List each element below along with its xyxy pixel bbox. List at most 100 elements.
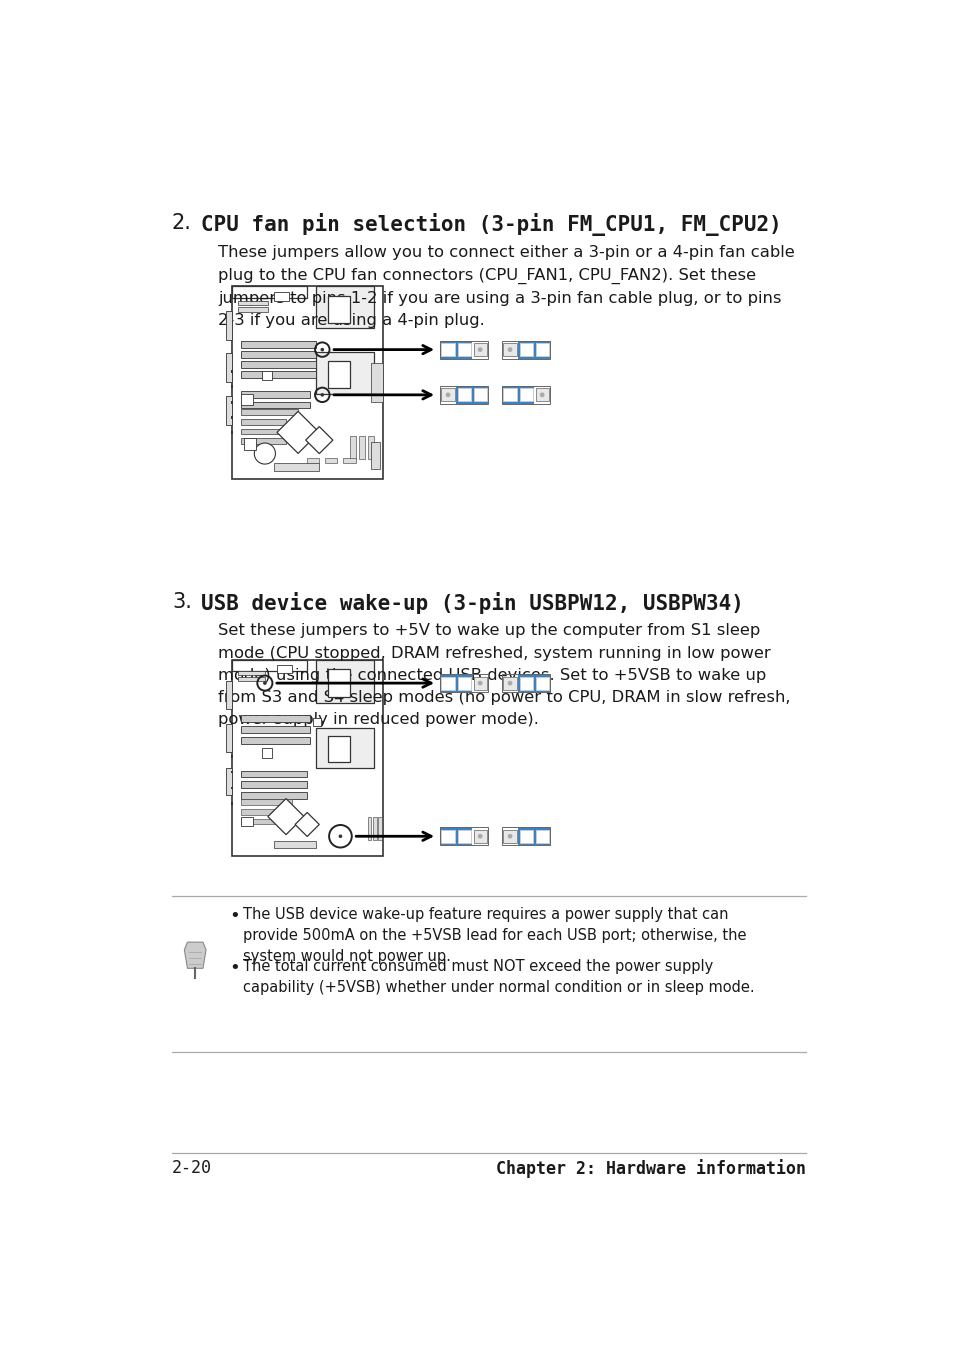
Bar [231, 802, 233, 805]
Circle shape [477, 393, 482, 397]
Circle shape [445, 834, 450, 839]
Circle shape [477, 347, 482, 353]
Circle shape [461, 834, 466, 839]
Bar [457, 830, 470, 843]
Bar [225, 311, 232, 340]
Bar [328, 736, 349, 762]
Bar [240, 781, 307, 788]
Bar [240, 816, 253, 827]
Bar [325, 458, 337, 463]
Circle shape [523, 393, 528, 397]
Bar [377, 816, 381, 840]
Bar [473, 388, 486, 401]
Bar [457, 343, 470, 357]
Bar [231, 771, 233, 773]
Bar [535, 677, 548, 689]
Polygon shape [305, 427, 333, 454]
Bar [240, 340, 316, 347]
Bar [231, 431, 233, 434]
Bar [501, 827, 550, 846]
Bar [237, 677, 265, 681]
Bar [232, 659, 382, 857]
Bar [240, 792, 307, 798]
Circle shape [507, 393, 512, 397]
Bar [261, 370, 273, 381]
Bar [328, 361, 349, 388]
Bar [441, 343, 455, 357]
Bar [231, 416, 233, 419]
Bar [237, 307, 268, 312]
Bar [473, 830, 486, 843]
Bar [240, 361, 316, 367]
Bar [441, 388, 455, 401]
Bar [231, 370, 233, 373]
Bar [240, 351, 316, 358]
Bar [240, 419, 286, 424]
Bar [343, 458, 355, 463]
Bar [232, 659, 307, 671]
Bar [367, 816, 371, 840]
Text: 3.: 3. [172, 592, 192, 612]
Bar [456, 386, 488, 404]
Bar [367, 436, 374, 459]
Bar [237, 671, 265, 676]
Bar [441, 677, 455, 689]
Bar [328, 669, 349, 697]
Bar [328, 296, 349, 323]
Circle shape [338, 835, 342, 838]
Bar [316, 659, 374, 703]
Bar [274, 292, 289, 301]
Text: USB device wake-up (3-pin USBPW12, USBPW34): USB device wake-up (3-pin USBPW12, USBPW… [201, 592, 743, 613]
Bar [231, 385, 233, 388]
Bar [439, 827, 472, 846]
Bar [535, 388, 548, 401]
Circle shape [507, 834, 512, 839]
Bar [261, 748, 273, 758]
Bar [519, 677, 532, 689]
Bar [240, 770, 307, 777]
Bar [274, 463, 319, 471]
Circle shape [320, 393, 324, 397]
Circle shape [523, 347, 528, 353]
Text: •: • [229, 959, 240, 977]
Bar [276, 666, 292, 673]
Bar [535, 343, 548, 357]
Bar [316, 728, 374, 767]
Text: Chapter 2: Hardware information: Chapter 2: Hardware information [496, 1159, 805, 1178]
Polygon shape [294, 812, 319, 836]
Bar [240, 736, 310, 744]
Circle shape [254, 443, 275, 465]
Bar [441, 830, 455, 843]
Bar [316, 351, 374, 394]
Bar [240, 372, 316, 378]
Circle shape [445, 393, 450, 397]
Circle shape [445, 681, 450, 685]
Bar [225, 767, 232, 794]
Bar [503, 677, 517, 689]
Bar [240, 390, 310, 397]
Bar [501, 386, 534, 404]
Bar [519, 343, 532, 357]
Circle shape [320, 347, 324, 351]
Polygon shape [268, 798, 304, 835]
Bar [240, 401, 310, 408]
Text: 2.: 2. [172, 213, 192, 232]
Bar [240, 438, 286, 444]
Bar [240, 819, 292, 824]
Bar [240, 715, 310, 723]
Circle shape [461, 347, 466, 353]
Bar [439, 827, 488, 846]
Bar [313, 719, 320, 727]
Circle shape [507, 347, 512, 353]
Circle shape [523, 681, 528, 685]
Bar [373, 816, 376, 840]
Bar [439, 674, 472, 692]
Circle shape [523, 834, 528, 839]
Text: These jumpers allow you to connect either a 3-pin or a 4-pin fan cable
plug to t: These jumpers allow you to connect eithe… [218, 246, 795, 328]
Bar [457, 388, 470, 401]
Bar [371, 363, 382, 401]
Bar [240, 428, 297, 434]
Bar [371, 442, 379, 469]
Bar [473, 343, 486, 357]
Bar [519, 830, 532, 843]
